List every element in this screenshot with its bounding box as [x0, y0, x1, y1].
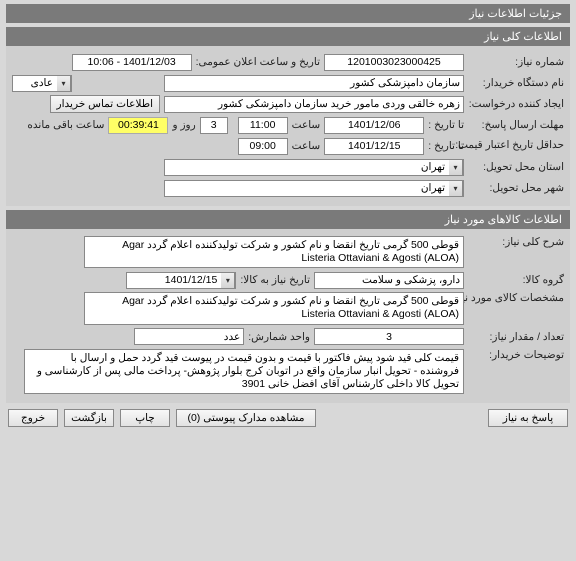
back-button[interactable]: بازگشت	[64, 409, 114, 427]
province-combo[interactable]: ▾ تهران	[164, 159, 464, 176]
spec-label: مشخصات کالای مورد نیاز:	[464, 292, 564, 304]
unit-label: واحد شمارش:	[244, 331, 314, 343]
desc-label: شرح کلی نیاز:	[464, 236, 564, 248]
qty-field: 3	[314, 328, 464, 345]
buyer-org-field: سازمان دامپزشکی کشور	[164, 75, 464, 92]
print-button[interactable]: چاپ	[120, 409, 170, 427]
city-combo[interactable]: ▾ تهران	[164, 180, 464, 197]
group-label: گروه کالا:	[464, 274, 564, 286]
buyer-notes-label: توضیحات خریدار:	[464, 349, 564, 361]
need-no-field: 1201003023000425	[324, 54, 464, 71]
items-body: شرح کلی نیاز: قوطی 500 گرمی تاریخ انقضا …	[6, 229, 570, 403]
price-date-field: 1401/12/15	[324, 138, 424, 155]
announce-field: 1401/12/03 - 10:06	[72, 54, 192, 71]
days-remaining-field: 3	[200, 117, 228, 134]
group-field: دارو، پزشکی و سلامت	[314, 272, 464, 289]
details-header: جزئیات اطلاعات نیاز	[6, 4, 570, 23]
qty-label: تعداد / مقدار نیاز:	[464, 331, 564, 343]
need-date-combo[interactable]: ▾ 1401/12/15	[126, 272, 236, 289]
spec-field: قوطی 500 گرمی تاریخ انقضا و نام کشور و ش…	[84, 292, 464, 324]
need-no-label: شماره نیاز:	[464, 56, 564, 68]
chevron-down-icon: ▾	[57, 76, 71, 91]
requester-field: زهره خالقی وردی مامور خرید سازمان دامپزش…	[164, 96, 464, 113]
priority-value: عادی	[13, 77, 57, 89]
province-label: استان محل تحویل:	[464, 161, 564, 173]
chevron-down-icon: ▾	[449, 181, 463, 196]
desc-field: قوطی 500 گرمی تاریخ انقضا و نام کشور و ش…	[84, 236, 464, 268]
remain-label: ساعت باقی مانده	[23, 119, 108, 131]
reply-button[interactable]: پاسخ به نیاز	[488, 409, 568, 427]
province-value: تهران	[165, 161, 449, 173]
buyer-org-label: نام دستگاه خریدار:	[464, 77, 564, 89]
footer-bar: پاسخ به نیاز مشاهده مدارک پیوستی (0) چاپ…	[8, 409, 568, 427]
chevron-down-icon: ▾	[221, 273, 235, 288]
exit-button[interactable]: خروج	[8, 409, 58, 427]
priority-combo[interactable]: ▾ عادی	[12, 75, 72, 92]
buyer-notes-field: قیمت کلی قید شود پیش فاکتور با قیمت و بد…	[24, 349, 464, 394]
time-label-2: ساعت	[288, 140, 325, 152]
general-header: اطلاعات کلی نیاز	[6, 27, 570, 46]
items-header: اطلاعات کالاهای مورد نیاز	[6, 210, 570, 229]
unit-field: عدد	[134, 328, 244, 345]
need-date-value: 1401/12/15	[127, 274, 221, 286]
view-attachments-button[interactable]: مشاهده مدارک پیوستی (0)	[176, 409, 316, 427]
general-body: شماره نیاز: 1201003023000425 تاریخ و ساع…	[6, 46, 570, 206]
to-date-label: تا تاریخ :	[424, 119, 464, 131]
countdown-field: 00:39:41	[108, 117, 168, 134]
contact-buyer-button[interactable]: اطلاعات تماس خریدار	[50, 95, 160, 113]
to-date-label-2: تا تاریخ :	[424, 140, 464, 152]
city-label: شهر محل تحویل:	[464, 182, 564, 194]
reply-time-field: 11:00	[238, 117, 288, 134]
price-validity-label: حداقل تاریخ اعتبار قیمت:	[464, 140, 564, 152]
requester-label: ایجاد کننده درخواست:	[464, 98, 564, 110]
city-value: تهران	[165, 182, 449, 194]
reply-deadline-label: مهلت ارسال پاسخ:	[464, 119, 564, 131]
price-time-field: 09:00	[238, 138, 288, 155]
need-date-label: تاریخ نیاز به کالا:	[236, 274, 314, 286]
chevron-down-icon: ▾	[449, 160, 463, 175]
and-label: روز و	[168, 119, 199, 131]
reply-date-field: 1401/12/06	[324, 117, 424, 134]
announce-label: تاریخ و ساعت اعلان عمومی:	[192, 56, 324, 68]
time-label-1: ساعت	[288, 119, 325, 131]
